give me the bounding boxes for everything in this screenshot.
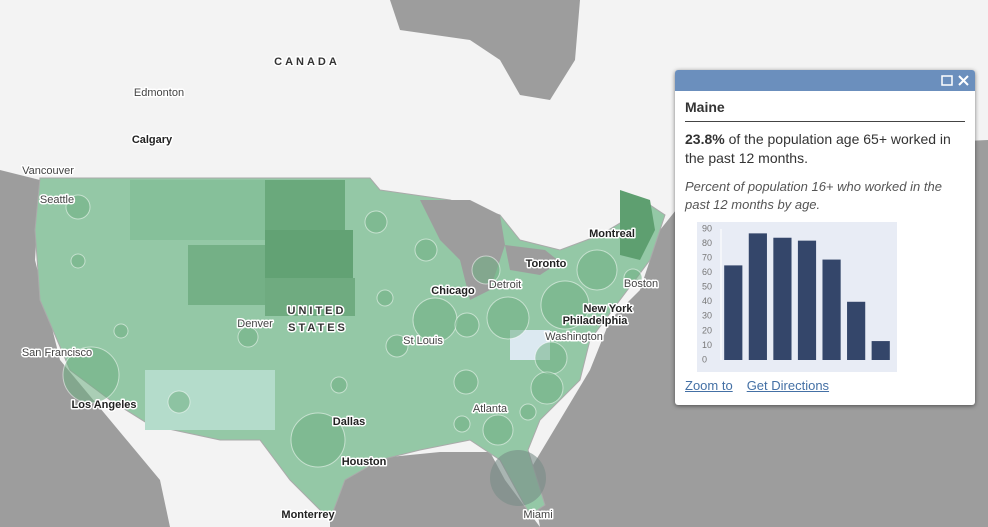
state <box>145 370 275 430</box>
place-label: UNITED <box>288 305 347 317</box>
place-label: Calgary <box>132 134 173 146</box>
y-tick-label: 0 <box>702 354 707 364</box>
y-tick-label: 10 <box>702 340 712 350</box>
place-label: Chicago <box>431 285 475 297</box>
symbol <box>490 450 546 506</box>
maine <box>620 190 655 260</box>
bar <box>773 237 792 360</box>
y-tick-label: 30 <box>702 311 712 321</box>
popup-title: Maine <box>685 99 965 122</box>
y-tick-label: 20 <box>702 325 712 335</box>
place-label: STATES <box>288 322 348 334</box>
place-label: San Francisco <box>22 347 92 359</box>
bar <box>797 240 817 360</box>
place-label: Washington <box>545 331 603 343</box>
place-label: Toronto <box>526 258 567 270</box>
place-label: New York <box>583 303 633 315</box>
bar <box>847 301 866 360</box>
gulf <box>330 452 540 527</box>
place-label: Los Angeles <box>72 399 137 411</box>
state <box>188 245 265 305</box>
directions-link[interactable]: Get Directions <box>746 378 830 393</box>
place-label: Seattle <box>40 194 74 206</box>
place-label: Philadelphia <box>563 315 629 327</box>
y-tick-label: 80 <box>702 238 712 248</box>
place-label: Vancouver <box>22 165 74 177</box>
state <box>265 278 355 316</box>
y-tick-label: 60 <box>702 267 712 277</box>
state <box>265 230 353 278</box>
y-tick-label: 50 <box>702 282 712 292</box>
place-label: Houston <box>342 456 387 468</box>
place-label: Monterrey <box>281 509 335 521</box>
zoom-link[interactable]: Zoom to <box>685 378 733 393</box>
close-button[interactable] <box>958 75 969 86</box>
place-label: Denver <box>237 318 273 330</box>
highlight: 23.8% <box>685 131 725 147</box>
bar <box>822 259 841 360</box>
great-lakes <box>505 245 560 275</box>
place-label: Miami <box>523 509 552 521</box>
popup-description: Percent of population 16+ who worked in … <box>685 179 942 212</box>
bar <box>871 341 890 360</box>
popup-controls <box>941 75 969 86</box>
place-label: Boston <box>624 278 658 290</box>
links: Zoom to Get Directions <box>685 378 965 393</box>
bar <box>748 233 767 360</box>
y-tick-label: 90 <box>702 223 712 233</box>
maximize-button[interactable] <box>941 75 953 86</box>
text: of the population age 65+ worked in the … <box>685 131 951 166</box>
place-label: Detroit <box>489 279 521 291</box>
popup-body: Maine 23.8% of the population age 65+ wo… <box>675 91 975 401</box>
pacific <box>0 170 170 527</box>
place-label: Dallas <box>333 416 365 428</box>
place-label: Edmonton <box>134 87 184 99</box>
popup: Maine 23.8% of the population age 65+ wo… <box>675 70 975 405</box>
place-label: CANADA <box>274 56 340 68</box>
state <box>265 180 345 230</box>
y-tick-label: 40 <box>702 296 712 306</box>
bar <box>724 265 743 360</box>
place-label: Montreal <box>589 228 635 240</box>
symbols <box>62 194 643 468</box>
popup-header <box>675 70 975 91</box>
hudson-bay <box>390 0 580 100</box>
chart: 0 10 20 30 40 50 60 70 80 90 <box>697 222 897 372</box>
place-label: Atlanta <box>473 403 508 415</box>
popup-text: 23.8% of the population age 65+ worked i… <box>685 130 965 168</box>
place-label: St Louis <box>403 335 443 347</box>
y-tick-label: 70 <box>702 252 712 262</box>
state <box>130 180 265 240</box>
